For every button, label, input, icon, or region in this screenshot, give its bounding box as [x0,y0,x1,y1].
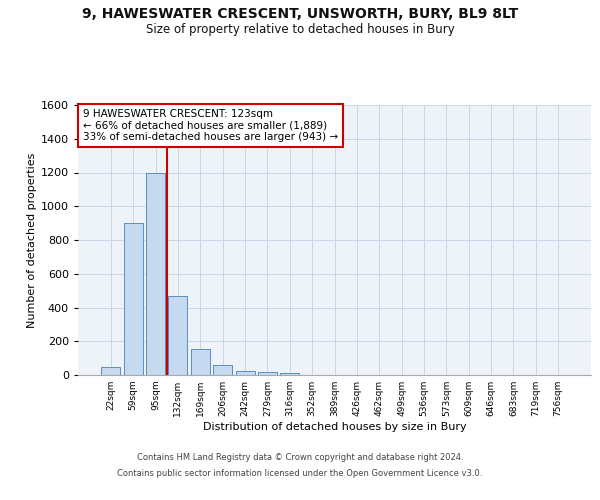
Text: Contains public sector information licensed under the Open Government Licence v3: Contains public sector information licen… [118,468,482,477]
Y-axis label: Number of detached properties: Number of detached properties [26,152,37,328]
Bar [213,365,232,375]
Bar [280,373,299,375]
Text: 9 HAWESWATER CRESCENT: 123sqm
← 66% of detached houses are smaller (1,889)
33% o: 9 HAWESWATER CRESCENT: 123sqm ← 66% of d… [83,109,338,142]
Text: Size of property relative to detached houses in Bury: Size of property relative to detached ho… [146,22,454,36]
Bar [124,223,143,375]
Bar [191,349,210,375]
Text: 9, HAWESWATER CRESCENT, UNSWORTH, BURY, BL9 8LT: 9, HAWESWATER CRESCENT, UNSWORTH, BURY, … [82,8,518,22]
X-axis label: Distribution of detached houses by size in Bury: Distribution of detached houses by size … [203,422,466,432]
Bar [146,172,165,375]
Bar [169,296,187,375]
Bar [101,366,121,375]
Bar [236,371,254,375]
Text: Contains HM Land Registry data © Crown copyright and database right 2024.: Contains HM Land Registry data © Crown c… [137,454,463,462]
Bar [258,372,277,375]
